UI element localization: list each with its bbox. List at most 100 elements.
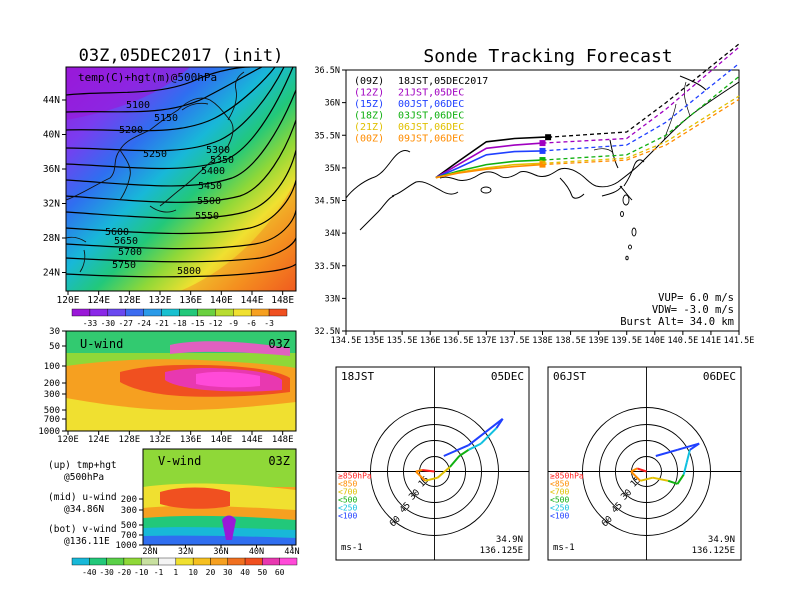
tracking-panel: Sonde Tracking Forecast <box>314 43 754 346</box>
hodograph-lon: 136.125E <box>692 546 735 556</box>
v-wind-time: 03Z <box>268 454 290 468</box>
hodograph-pressure-legend: ≥850hPa <box>550 472 584 481</box>
map-x-tick-label: 136E <box>179 295 202 306</box>
map-y-tick-label: 36N <box>43 164 60 175</box>
v-x-tick-label: 36N <box>213 547 228 557</box>
colorbar-swatch <box>71 308 91 317</box>
track-forecast-line <box>542 98 740 166</box>
hodograph-pressure-legend: <100 <box>338 512 357 521</box>
wind-colorbar-label: 20 <box>206 568 216 577</box>
map-y-tick-label: 32N <box>43 199 60 210</box>
track-legend-code: (12Z) <box>354 88 384 99</box>
tracking-stats: VUP= 6.0 m/s VDW= -3.0 m/s Burst Alt= 34… <box>620 292 734 328</box>
main-title: Sonde Tracking Forecast <box>423 46 672 67</box>
hodograph-segment <box>636 467 647 473</box>
temperature-map-panel: 03Z,05DEC2017 (init) <box>43 46 297 328</box>
track-legend-text: 09JST,06DEC <box>398 134 464 145</box>
hodograph-segment <box>449 455 461 468</box>
hodograph-pressure-legend: <250 <box>338 504 357 513</box>
wind-colorbar-swatch <box>141 557 159 566</box>
map-x-tick-label: 140E <box>210 295 233 306</box>
map-y-tick-label: 24N <box>43 268 60 279</box>
track-y-tick-label: 33N <box>325 294 340 304</box>
u-x-tick-label: 132E <box>149 435 171 445</box>
map-x-tick-label: 148E <box>271 295 294 306</box>
hodograph-segment <box>685 449 691 463</box>
u-y-tick-label: 200 <box>44 379 60 389</box>
colorbar-swatch <box>89 308 109 317</box>
wind-colorbar-swatch <box>175 557 194 566</box>
colorbar-swatch <box>215 308 234 317</box>
note-line-3: (mid) u-wind <box>48 492 117 503</box>
colorbar-swatch <box>125 308 144 317</box>
track-legend-text: 03JST,06DEC <box>398 111 464 122</box>
hodograph-pressure-legend: <100 <box>550 512 569 521</box>
hodograph-segment <box>468 442 482 451</box>
track-y-tick-label: 36.5N <box>314 66 340 76</box>
u-wind-x-axis: 120E 124E 128E 132E 136E 140E 144E 148E <box>57 431 294 445</box>
height-contours <box>66 67 296 278</box>
hodograph-pressure-legend: <850 <box>550 480 569 489</box>
colorbar-label: -15 <box>190 319 205 328</box>
hodograph-lat: 34.9N <box>496 535 523 545</box>
contour-label: 5250 <box>143 149 167 160</box>
coastlines <box>66 71 245 273</box>
u-x-tick-label: 124E <box>88 435 110 445</box>
colorbar-swatch <box>179 308 198 317</box>
u-x-tick-label: 120E <box>57 435 79 445</box>
hodograph-date-label: 05DEC <box>491 370 524 383</box>
colorbar-swatch <box>143 308 162 317</box>
hodograph-pressure-legend: <850 <box>338 480 357 489</box>
prefecture-borders <box>593 81 691 153</box>
colorbar-label: -3 <box>264 319 274 328</box>
v-wind-title: V-wind <box>158 454 201 468</box>
hodograph-segment <box>655 448 678 457</box>
track-forecast-line <box>542 62 740 152</box>
track-legend-code: (09Z) <box>354 76 384 87</box>
track-legend-text: 18JST,05DEC2017 <box>398 76 488 87</box>
colorbar-swatch <box>250 308 270 317</box>
map-x-tick-label: 124E <box>87 295 110 306</box>
hodograph-lon: 136.125E <box>480 546 523 556</box>
tracking-y-axis: 36.5N 36N 35.5N 35N 34.5N 34N 33.5N 33N 32.5N <box>314 66 346 337</box>
u-y-tick-label: 100 <box>44 362 60 372</box>
track-x-tick-label: 134.5E <box>331 336 362 346</box>
hodograph-segment <box>467 418 504 446</box>
colorbar-label: -21 <box>154 319 169 328</box>
hodograph-unit: ms-1 <box>553 543 575 553</box>
contour-label: 5200 <box>119 125 143 136</box>
colorbar-label: -24 <box>136 319 151 328</box>
track-legend-code: (15Z) <box>354 99 384 110</box>
u-x-tick-label: 136E <box>180 435 202 445</box>
wind-colorbar-swatch <box>89 557 107 566</box>
hodograph-pressure-legend: <700 <box>338 488 357 497</box>
wind-colorbar-swatch <box>279 557 298 566</box>
wind-colorbar-label: 40 <box>240 568 250 577</box>
map-x-axis: 120E 124E 128E 132E 136E 140E 144E 148E <box>57 291 294 306</box>
hodograph-unit: ms-1 <box>341 543 363 553</box>
track-legend-code: (00Z) <box>354 134 384 145</box>
u-x-tick-label: 144E <box>241 435 263 445</box>
track-forecast-line <box>542 95 740 164</box>
track-legend: (09Z) 18JST,05DEC2017 (12Z) 21JST,05DEC (15Z… <box>354 76 488 145</box>
map-title: 03Z,05DEC2017 (init) <box>79 46 284 66</box>
contour-label: 5100 <box>126 100 150 111</box>
contour-label: 5750 <box>112 260 136 271</box>
v-y-tick-label: 300 <box>121 506 137 516</box>
wind-colorbar-label: 30 <box>223 568 233 577</box>
colorbar-label: -9 <box>228 319 238 328</box>
track-x-tick-label: 141E <box>701 336 721 346</box>
track-line <box>435 136 549 179</box>
contour-label: 5300 <box>206 145 230 156</box>
u-y-tick-label: 1000 <box>38 427 60 437</box>
note-line-6: @136.11E <box>64 536 110 547</box>
track-x-tick-label: 138E <box>532 336 552 346</box>
track-y-tick-label: 34.5N <box>314 197 340 207</box>
u-y-tick-label: 700 <box>44 415 60 425</box>
map-y-tick-label: 44N <box>43 95 60 106</box>
hodograph-pressure-legend: <500 <box>550 496 569 505</box>
